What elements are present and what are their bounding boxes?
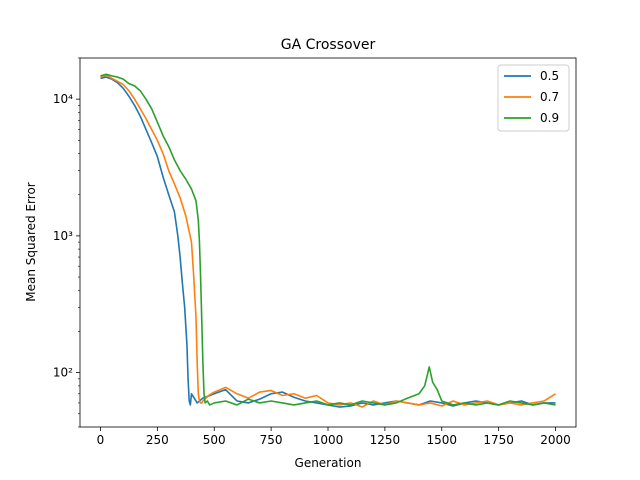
legend-box <box>497 64 570 132</box>
x-tick-label: 250 <box>146 433 169 447</box>
x-tick-label: 2000 <box>540 433 571 447</box>
legend-label: 0.7 <box>540 90 559 104</box>
series-line-2 <box>100 73 556 406</box>
y-tick-label: 10³ <box>53 229 73 243</box>
chart-title: GA Crossover <box>281 37 376 53</box>
x-tick-label: 1000 <box>313 433 344 447</box>
x-tick-label: 0 <box>97 433 105 447</box>
legend-label: 0.5 <box>540 69 559 83</box>
x-tick-label: 1750 <box>483 433 514 447</box>
y-tick-label: 10² <box>53 366 73 380</box>
y-axis-label: Mean Squared Error <box>24 182 38 302</box>
legend: 0.5 0.7 0.9 <box>497 64 570 132</box>
x-tick-label: 750 <box>260 433 283 447</box>
x-tick-label: 1500 <box>426 433 457 447</box>
series-line-1 <box>100 74 556 408</box>
legend-label: 0.9 <box>540 111 559 125</box>
x-tick-label: 1250 <box>370 433 401 447</box>
plot-lines <box>100 73 556 408</box>
y-tick-label: 10⁴ <box>53 92 73 106</box>
y-axis-ticks: 10² 10³ 10⁴ <box>53 57 80 428</box>
x-tick-label: 500 <box>203 433 226 447</box>
x-axis-ticks: 0 250 500 750 1000 1250 1500 1750 2000 <box>97 427 571 447</box>
x-axis-label: Generation <box>295 456 362 470</box>
